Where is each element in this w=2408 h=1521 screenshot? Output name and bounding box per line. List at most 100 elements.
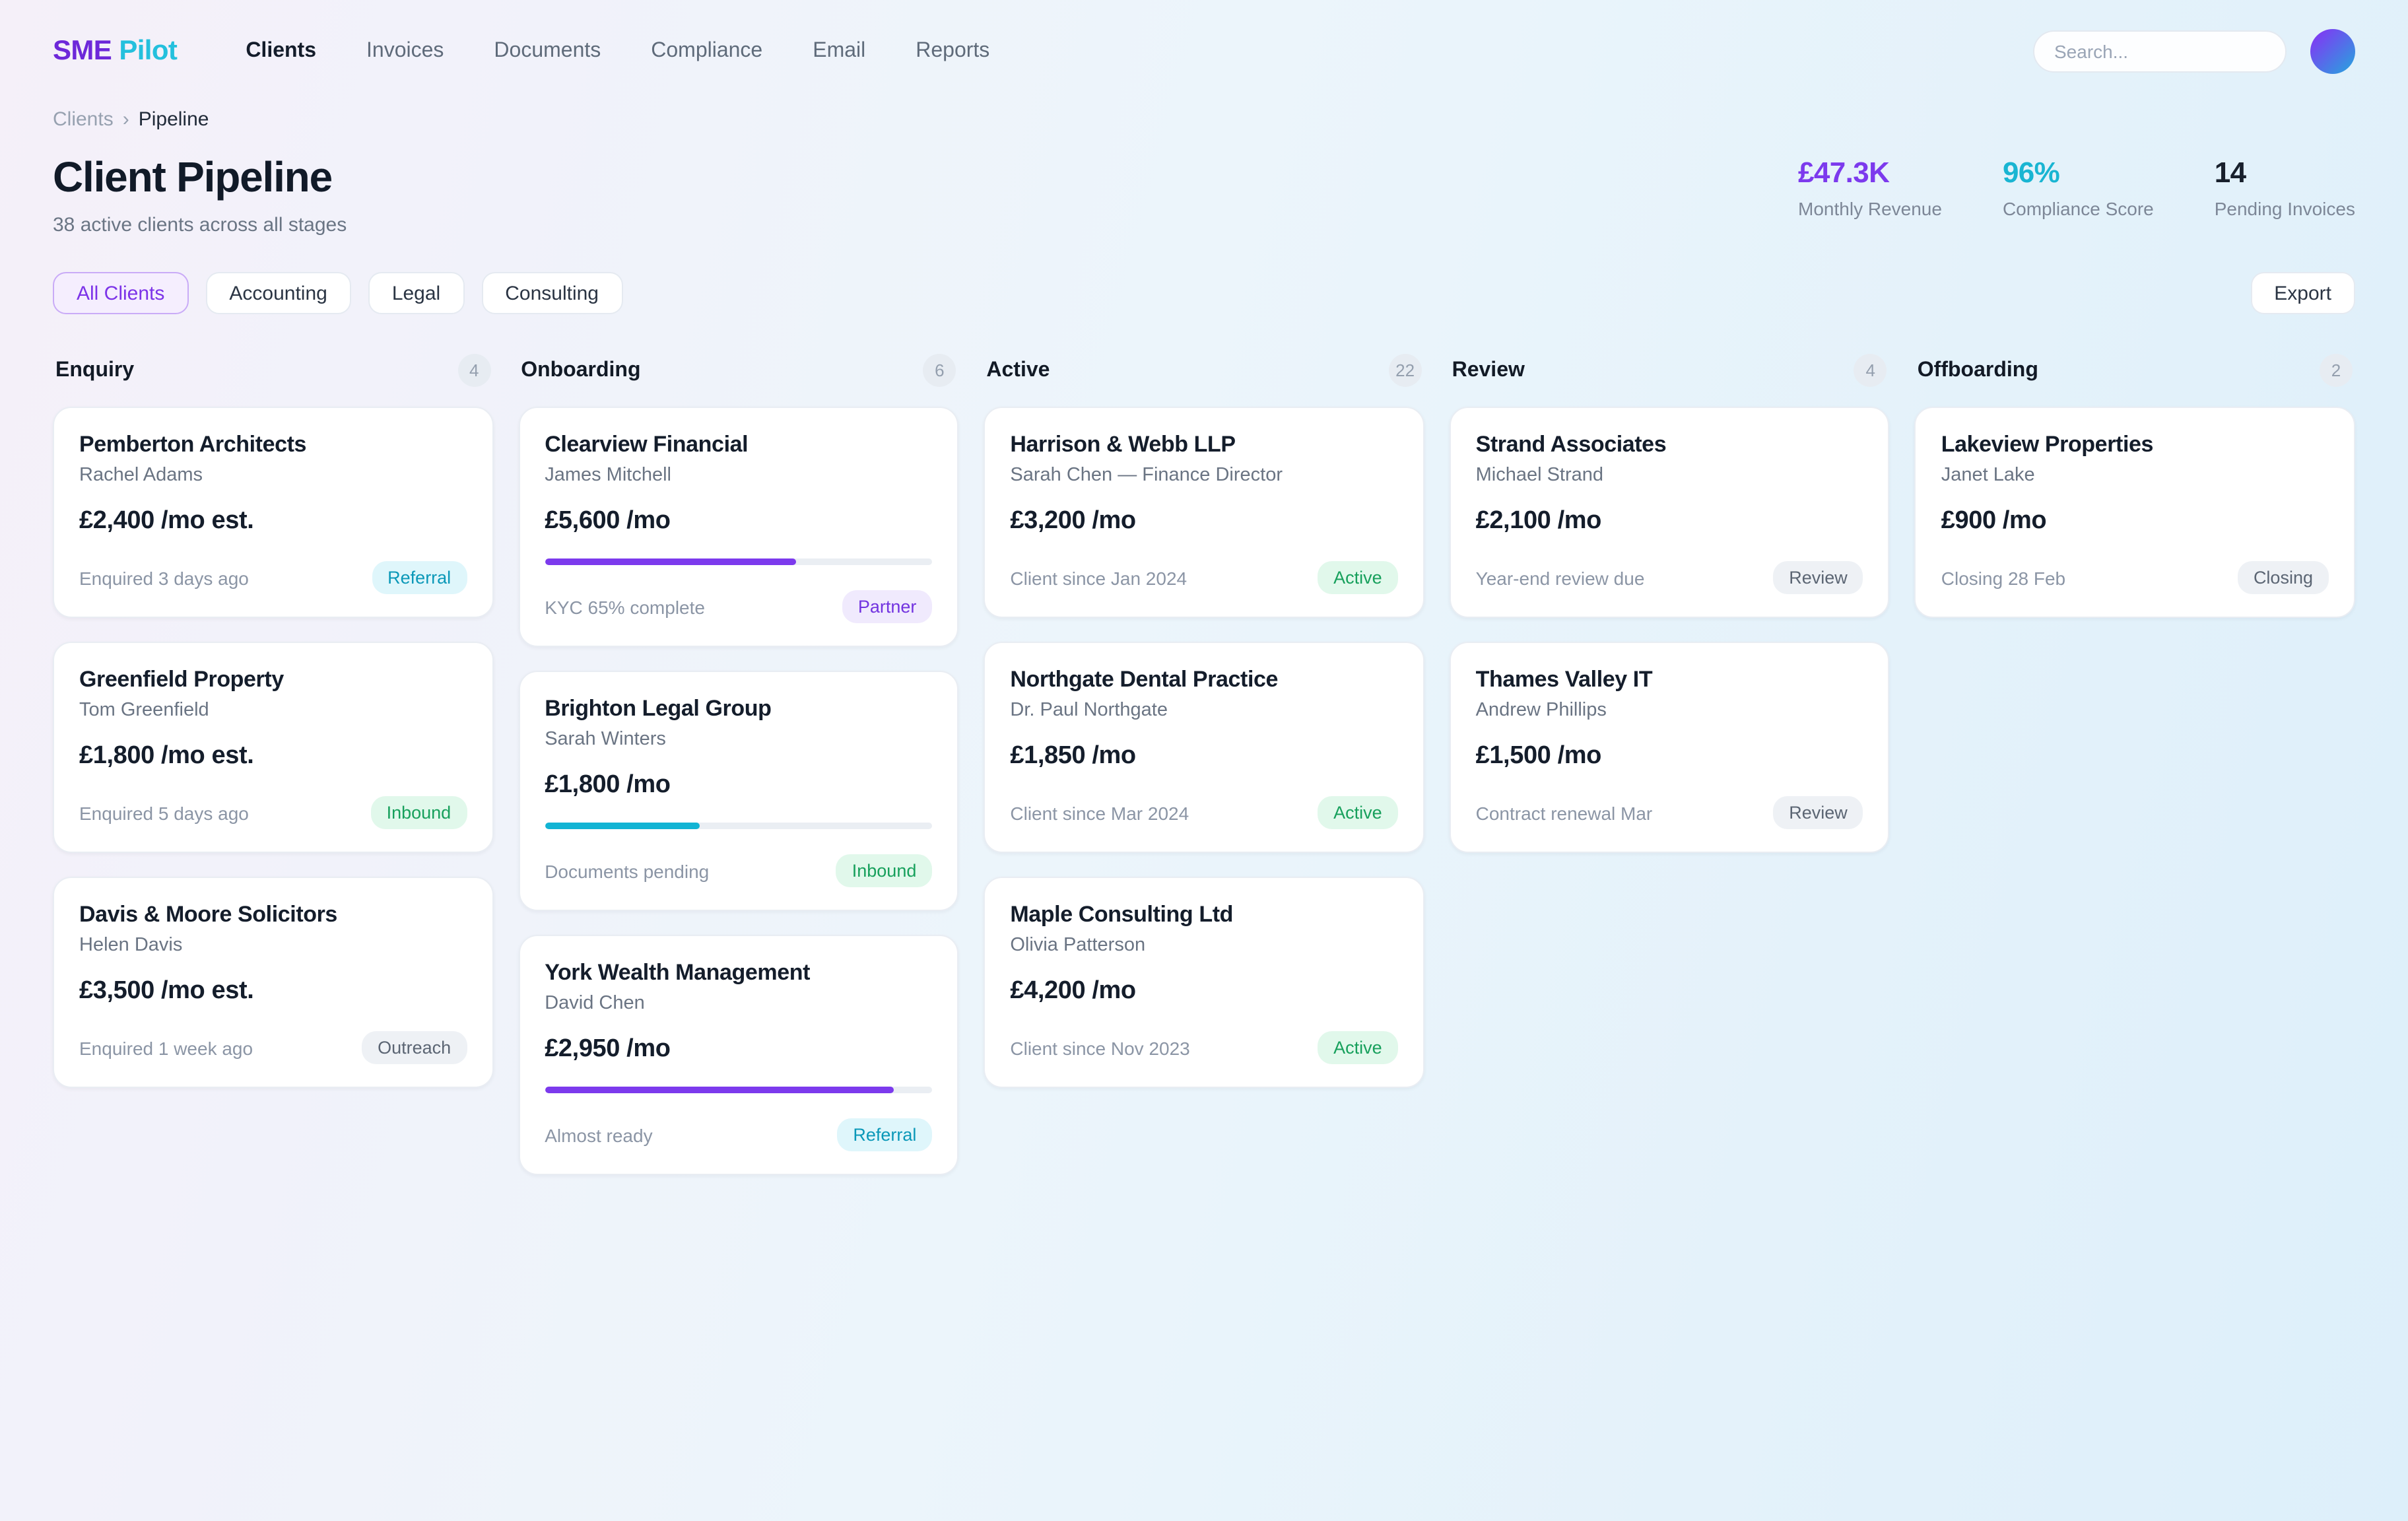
- client-name: Northgate Dental Practice: [1010, 667, 1279, 692]
- nav-item-compliance[interactable]: Compliance: [651, 40, 763, 62]
- page-header: Client Pipeline 38 active clients across…: [53, 153, 2355, 236]
- card-meta-row: Almost ready Referral: [545, 1118, 933, 1151]
- pipeline-column-enquiry: Enquiry 4 Pemberton Architects Rachel Adams…: [53, 354, 494, 1088]
- client-contact: Andrew Phillips: [1475, 700, 1607, 721]
- stat-monthly-revenue: £47.3K Monthly Revenue: [1798, 156, 1942, 219]
- breadcrumb-separator: ›: [122, 108, 129, 131]
- stat-value: £47.3K: [1798, 156, 1890, 189]
- column-header: Offboarding 2: [1918, 354, 2353, 387]
- client-meta: Year-end review due: [1475, 567, 1645, 588]
- client-name: Davis & Moore Solicitors: [79, 902, 337, 927]
- breadcrumb: Clients › Pipeline: [53, 108, 2355, 131]
- client-badge-active: Active: [1318, 561, 1398, 594]
- card-meta-row: Client since Mar 2024 Active: [1010, 796, 1398, 829]
- client-card[interactable]: Harrison & Webb LLP Sarah Chen — Finance …: [984, 407, 1424, 618]
- client-badge-referral: Referral: [372, 561, 467, 594]
- stat-label: Monthly Revenue: [1798, 198, 1942, 219]
- client-name: Thames Valley IT: [1475, 667, 1653, 692]
- client-card[interactable]: Maple Consulting Ltd Olivia Patterson £4,2…: [984, 877, 1424, 1088]
- client-meta: Documents pending: [545, 860, 710, 881]
- breadcrumb-parent[interactable]: Clients: [53, 108, 114, 131]
- search-input[interactable]: [2033, 30, 2287, 73]
- card-meta-row: Enquired 1 week ago Outreach: [79, 1031, 467, 1064]
- client-card[interactable]: Strand Associates Michael Strand £2,100 /m…: [1449, 407, 1890, 618]
- filter-chip-consulting[interactable]: Consulting: [481, 272, 622, 314]
- client-meta: Closing 28 Feb: [1941, 567, 2066, 588]
- client-card[interactable]: Brighton Legal Group Sarah Winters £1,800 …: [518, 671, 959, 911]
- stat-label: Pending Invoices: [2214, 198, 2355, 219]
- card-meta-row: Enquired 5 days ago Inbound: [79, 796, 467, 829]
- filter-chip-accounting[interactable]: Accounting: [205, 272, 351, 314]
- column-name: Active: [986, 358, 1050, 381]
- client-badge-inbound: Inbound: [836, 854, 933, 887]
- onboarding-progress-fill: [545, 1087, 894, 1093]
- client-meta: Almost ready: [545, 1124, 653, 1145]
- client-contact: Sarah Chen — Finance Director: [1010, 465, 1283, 486]
- pipeline-column-offboarding: Offboarding 2 Lakeview Properties Janet Lak…: [1914, 354, 2355, 618]
- onboarding-progress-track: [545, 558, 933, 565]
- onboarding-progress-track: [545, 823, 933, 829]
- client-badge-outreach: Outreach: [362, 1031, 467, 1064]
- client-card[interactable]: Davis & Moore Solicitors Helen Davis £3,50…: [53, 877, 494, 1088]
- client-amount: £1,500 /mo: [1475, 742, 1602, 770]
- card-meta-row: Year-end review due Review: [1476, 561, 1863, 594]
- client-card[interactable]: Clearview Financial James Mitchell £5,600 …: [518, 407, 959, 647]
- nav-item-invoices[interactable]: Invoices: [366, 40, 444, 62]
- column-name: Offboarding: [1917, 358, 2038, 381]
- client-contact: Rachel Adams: [79, 465, 203, 486]
- client-meta: Client since Jan 2024: [1010, 567, 1187, 588]
- client-meta: Enquired 5 days ago: [79, 802, 249, 823]
- card-meta-row: Client since Nov 2023 Active: [1010, 1031, 1398, 1064]
- client-contact: Dr. Paul Northgate: [1010, 700, 1168, 721]
- brand-logo[interactable]: SME Pilot: [53, 36, 178, 67]
- client-card[interactable]: Pemberton Architects Rachel Adams £2,400 /…: [53, 407, 494, 618]
- client-amount: £4,200 /mo: [1010, 977, 1136, 1005]
- column-header: Review 4: [1452, 354, 1887, 387]
- client-name: Lakeview Properties: [1941, 432, 2154, 457]
- nav-item-documents[interactable]: Documents: [494, 40, 601, 62]
- client-contact: Olivia Patterson: [1010, 935, 1146, 956]
- client-name: Pemberton Architects: [79, 432, 307, 457]
- client-card[interactable]: Thames Valley IT Andrew Phillips £1,500 /m…: [1449, 642, 1890, 853]
- pipeline-column-review: Review 4 Strand Associates Michael Strand £2…: [1449, 354, 1890, 853]
- brand-part-1: SME: [53, 36, 112, 66]
- column-count-badge: 6: [923, 354, 956, 387]
- column-cards: Strand Associates Michael Strand £2,100 /m…: [1449, 407, 1890, 853]
- main-content: Clients › Pipeline Client Pipeline 38 acti…: [0, 108, 2408, 1175]
- client-amount: £2,950 /mo: [545, 1035, 671, 1063]
- client-card[interactable]: Greenfield Property Tom Greenfield £1,800 …: [53, 642, 494, 853]
- column-count-badge: 4: [457, 354, 491, 387]
- column-cards: Pemberton Architects Rachel Adams £2,400 /…: [53, 407, 494, 1088]
- client-amount: £5,600 /mo: [545, 507, 671, 535]
- nav-item-clients[interactable]: Clients: [246, 40, 316, 62]
- client-badge-active: Active: [1318, 1031, 1398, 1064]
- nav-item-reports[interactable]: Reports: [916, 40, 990, 62]
- client-card[interactable]: Lakeview Properties Janet Lake £900 /mo Clo…: [1914, 407, 2355, 618]
- client-card[interactable]: York Wealth Management David Chen £2,950 /…: [518, 935, 959, 1175]
- client-name: Clearview Financial: [545, 432, 749, 457]
- filter-chip-all-clients[interactable]: All Clients: [53, 272, 189, 314]
- column-cards: Clearview Financial James Mitchell £5,600 …: [518, 407, 959, 1175]
- card-meta-row: KYC 65% complete Partner: [545, 590, 933, 623]
- client-name: York Wealth Management: [545, 960, 810, 985]
- column-count-badge: 22: [1388, 354, 1422, 387]
- export-button[interactable]: Export: [2250, 272, 2355, 314]
- client-name: Brighton Legal Group: [545, 696, 772, 721]
- pipeline-board: Enquiry 4 Pemberton Architects Rachel Adams…: [53, 354, 2355, 1175]
- filter-chip-legal[interactable]: Legal: [368, 272, 465, 314]
- brand-part-2: Pilot: [119, 36, 178, 66]
- card-meta-row: Documents pending Inbound: [545, 854, 933, 887]
- card-meta-row: Enquired 3 days ago Referral: [79, 561, 467, 594]
- client-amount: £1,850 /mo: [1010, 742, 1136, 770]
- user-avatar[interactable]: [2310, 29, 2355, 74]
- client-amount: £1,800 /mo: [545, 771, 671, 799]
- nav-item-email[interactable]: Email: [813, 40, 866, 62]
- client-card[interactable]: Northgate Dental Practice Dr. Paul Northg…: [984, 642, 1424, 853]
- client-contact: James Mitchell: [545, 465, 671, 486]
- client-amount: £3,500 /mo est.: [79, 977, 254, 1005]
- onboarding-progress-fill: [545, 823, 700, 829]
- client-amount: £2,100 /mo: [1475, 507, 1602, 535]
- card-meta-row: Closing 28 Feb Closing: [1941, 561, 2329, 594]
- client-name: Greenfield Property: [79, 667, 284, 692]
- card-meta-row: Client since Jan 2024 Active: [1010, 561, 1398, 594]
